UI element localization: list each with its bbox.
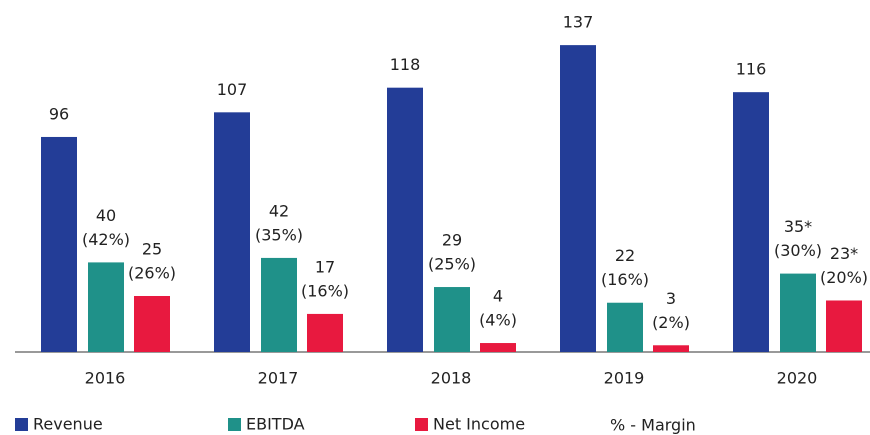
value-label: 118 (390, 55, 421, 74)
value-label: 40 (96, 206, 116, 225)
bar (653, 345, 689, 352)
x-tick-label: 2017 (258, 369, 299, 388)
value-label: 4 (493, 287, 503, 306)
bar (134, 296, 170, 352)
bar (733, 92, 769, 352)
value-label: 116 (736, 60, 767, 79)
value-label: 22 (615, 246, 635, 265)
legend-label: Revenue (33, 415, 103, 434)
bar (261, 257, 297, 352)
value-label: 107 (217, 80, 248, 99)
x-tick-label: 2020 (777, 369, 818, 388)
legend-swatch (228, 418, 241, 431)
x-tick-label: 2018 (431, 369, 472, 388)
legend-label: EBITDA (246, 415, 305, 434)
value-label: 23* (830, 244, 858, 263)
bar (826, 300, 862, 352)
margin-label: (4%) (479, 311, 517, 330)
bar (480, 343, 516, 352)
margin-label: (20%) (820, 268, 868, 287)
margin-label: (26%) (128, 264, 176, 283)
value-label: 35* (784, 217, 812, 236)
x-tick-label: 2019 (604, 369, 645, 388)
value-label: 29 (442, 231, 462, 250)
bar (307, 313, 343, 352)
value-label: 25 (142, 240, 162, 259)
margin-label: (30%) (774, 241, 822, 260)
margin-label: (42%) (82, 230, 130, 249)
value-label: 42 (269, 201, 289, 220)
value-label: 17 (315, 257, 335, 276)
legend-swatch (15, 418, 28, 431)
bar (560, 45, 596, 353)
value-label: 137 (563, 13, 594, 32)
margin-label: (16%) (601, 270, 649, 289)
bar (214, 112, 250, 352)
bar (41, 136, 77, 352)
bar (387, 87, 423, 353)
x-tick-label: 2016 (85, 369, 126, 388)
margin-label: (16%) (301, 281, 349, 300)
margin-label: (35%) (255, 225, 303, 244)
value-label: 96 (49, 104, 69, 123)
bar (434, 287, 470, 352)
bar (780, 273, 816, 352)
margin-label: (2%) (652, 313, 690, 332)
legend-swatch (415, 418, 428, 431)
value-label: 3 (666, 289, 676, 308)
bar (88, 262, 124, 352)
legend-label: Net Income (433, 415, 525, 434)
bar (607, 302, 643, 352)
legend-note: % - Margin (610, 416, 696, 435)
margin-label: (25%) (428, 255, 476, 274)
